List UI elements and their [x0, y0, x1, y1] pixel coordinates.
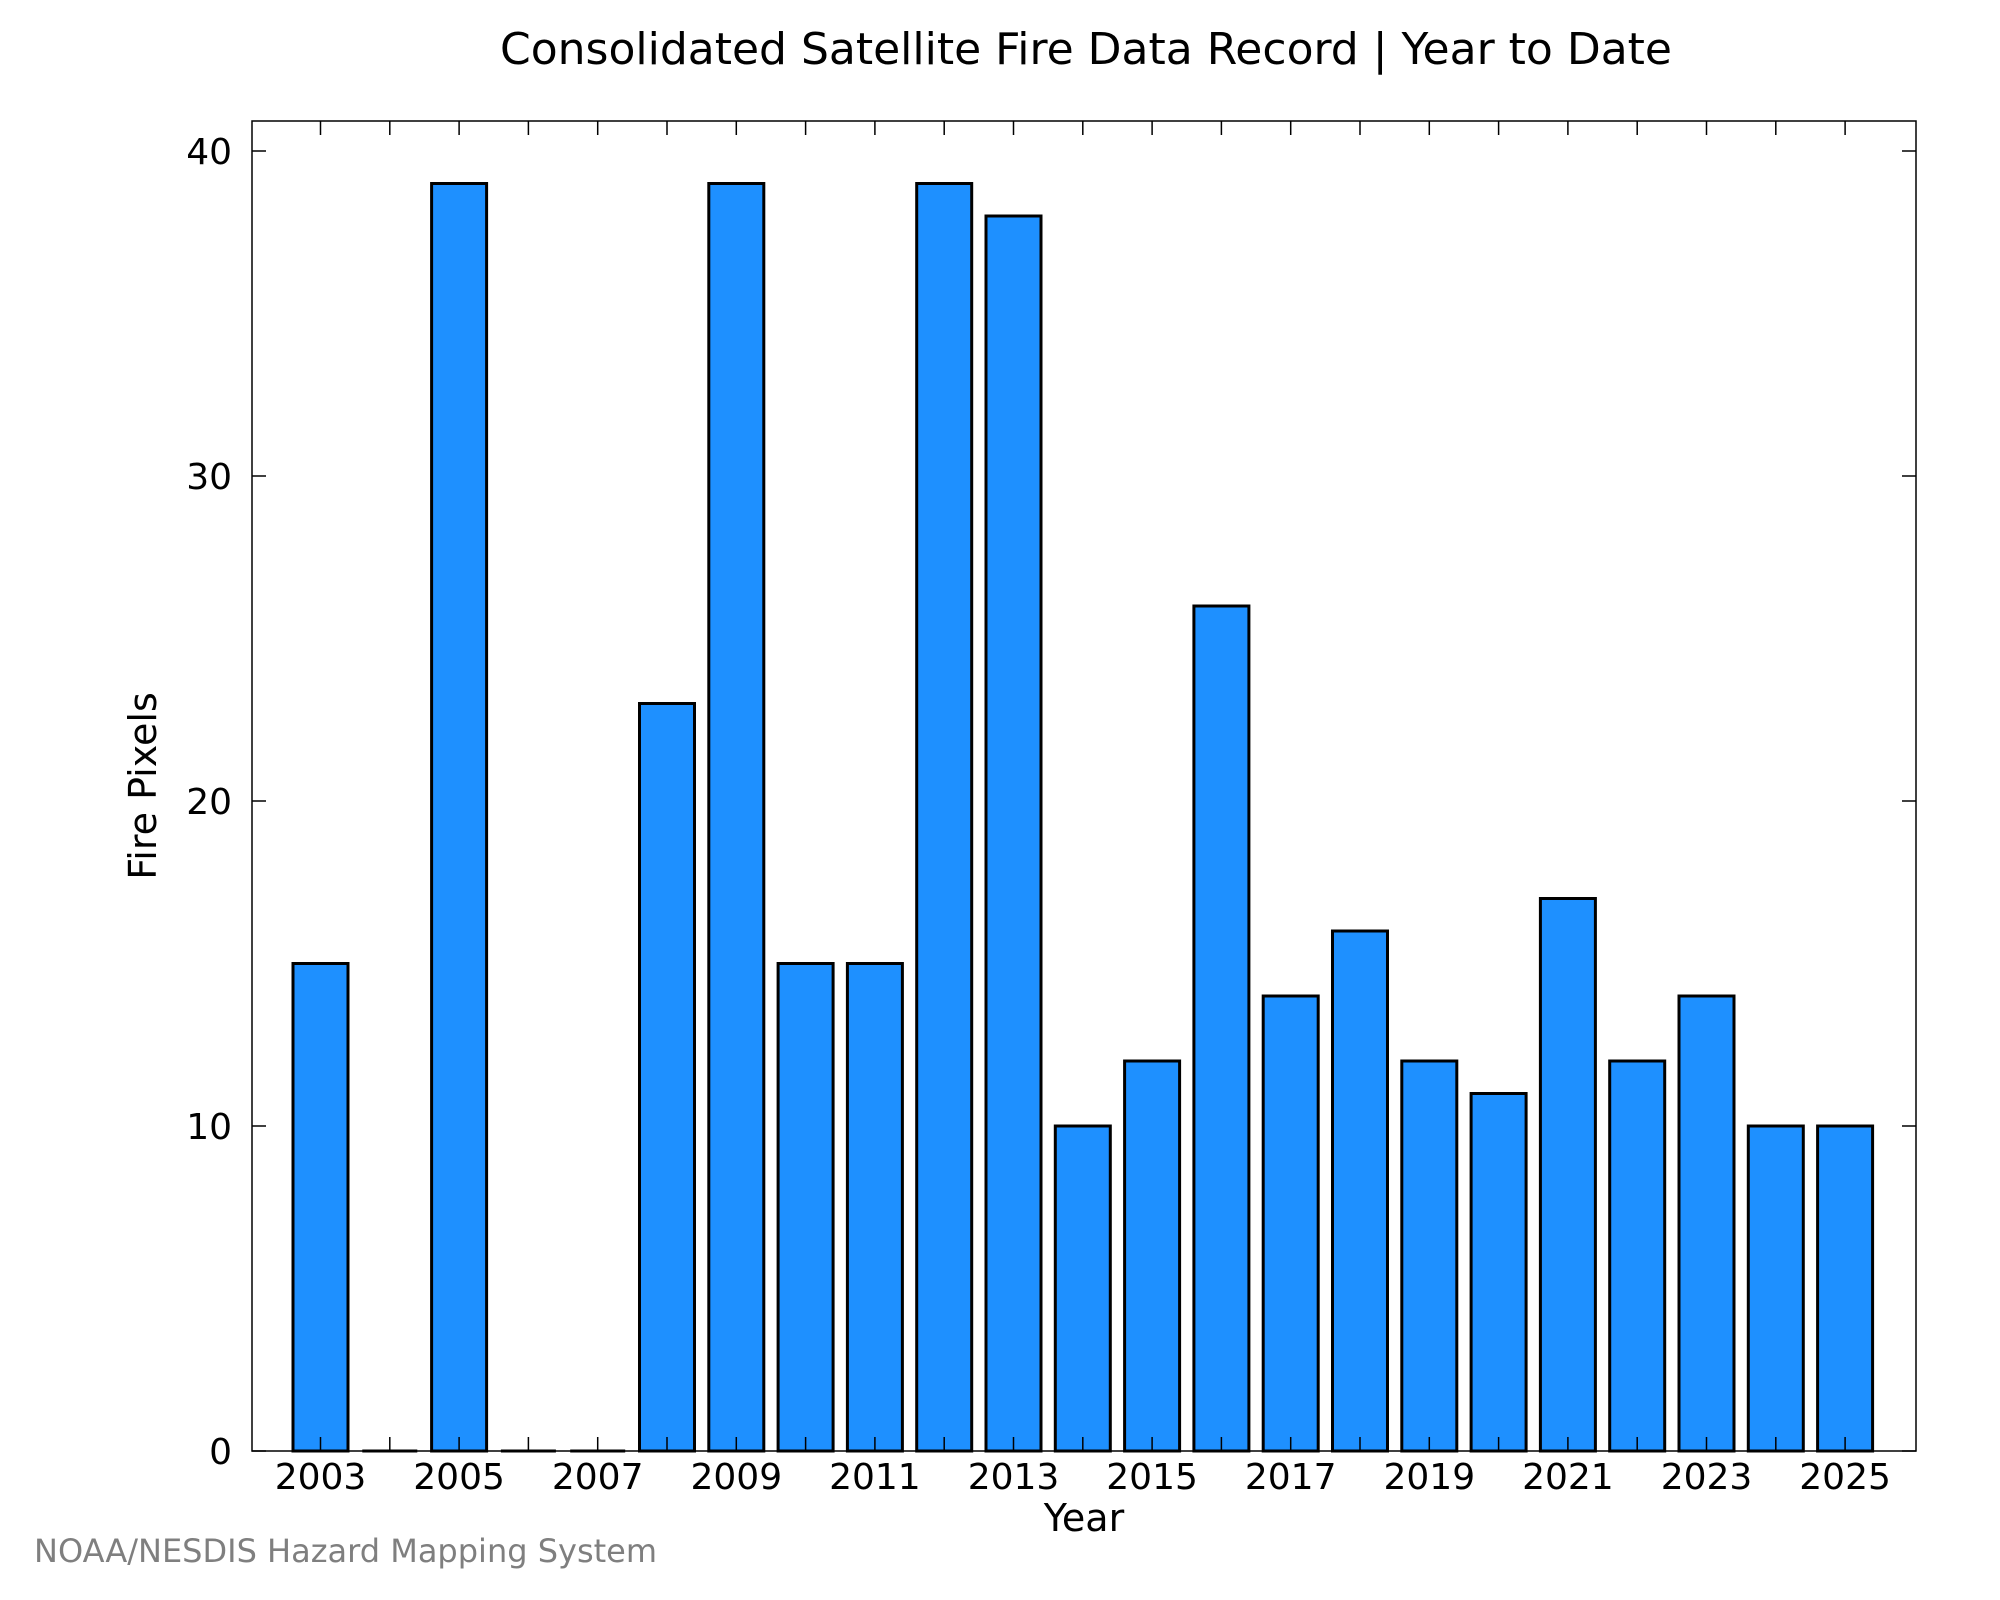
- x-tick-label-2017: 2017: [1245, 1457, 1337, 1498]
- bar-2014: [1053, 1124, 1112, 1453]
- x-tick-label-2013: 2013: [968, 1457, 1060, 1498]
- x-tick-label-2019: 2019: [1383, 1457, 1475, 1498]
- bar-2003: [291, 962, 350, 1453]
- bar-2010: [776, 962, 835, 1453]
- bar-2020: [1469, 1092, 1528, 1453]
- x-tick-label-2011: 2011: [829, 1457, 921, 1498]
- bar-2009: [707, 182, 766, 1453]
- x-tick-label-2007: 2007: [552, 1457, 644, 1498]
- y-axis-label: Fire Pixels: [121, 692, 165, 880]
- bar-2015: [1123, 1059, 1182, 1453]
- ticks-layer: 0 10 20 30 40 2003 2005 2007 2009 2011 2013 2015 201…: [186, 121, 1916, 1498]
- bar-2023: [1677, 994, 1736, 1453]
- y-tick-label-40: 40: [186, 132, 232, 173]
- plot-frame: [251, 120, 1917, 1452]
- bar-2017: [1261, 994, 1320, 1453]
- bar-2021: [1538, 897, 1597, 1453]
- x-tick-label-2005: 2005: [413, 1457, 505, 1498]
- bar-2005: [430, 182, 489, 1453]
- y-tick-label-0: 0: [209, 1432, 232, 1473]
- bar-2022: [1608, 1059, 1667, 1453]
- bar-2019: [1400, 1059, 1459, 1453]
- source-credit: NOAA/NESDIS Hazard Mapping System: [34, 1532, 658, 1570]
- bars-layer: [291, 182, 1875, 1453]
- x-axis-label: Year: [1043, 1496, 1125, 1540]
- x-tick-label-2009: 2009: [690, 1457, 782, 1498]
- bar-2012: [915, 182, 974, 1453]
- bar-2024: [1746, 1124, 1805, 1453]
- x-tick-label-2023: 2023: [1661, 1457, 1753, 1498]
- x-tick-label-2025: 2025: [1799, 1457, 1891, 1498]
- bar-2008: [638, 702, 696, 1453]
- bar-2016: [1192, 604, 1251, 1453]
- bar-2011: [845, 962, 904, 1453]
- y-tick-label-10: 10: [186, 1107, 232, 1148]
- bar-2018: [1331, 929, 1389, 1453]
- x-tick-label-2015: 2015: [1106, 1457, 1198, 1498]
- y-tick-label-20: 20: [186, 782, 232, 823]
- x-tick-label-2021: 2021: [1522, 1457, 1614, 1498]
- chart-title: Consolidated Satellite Fire Data Record …: [500, 24, 1672, 75]
- bar-2013: [984, 214, 1043, 1453]
- x-tick-label-2003: 2003: [275, 1457, 367, 1498]
- y-tick-label-30: 30: [186, 457, 232, 498]
- bar-2025: [1816, 1124, 1875, 1453]
